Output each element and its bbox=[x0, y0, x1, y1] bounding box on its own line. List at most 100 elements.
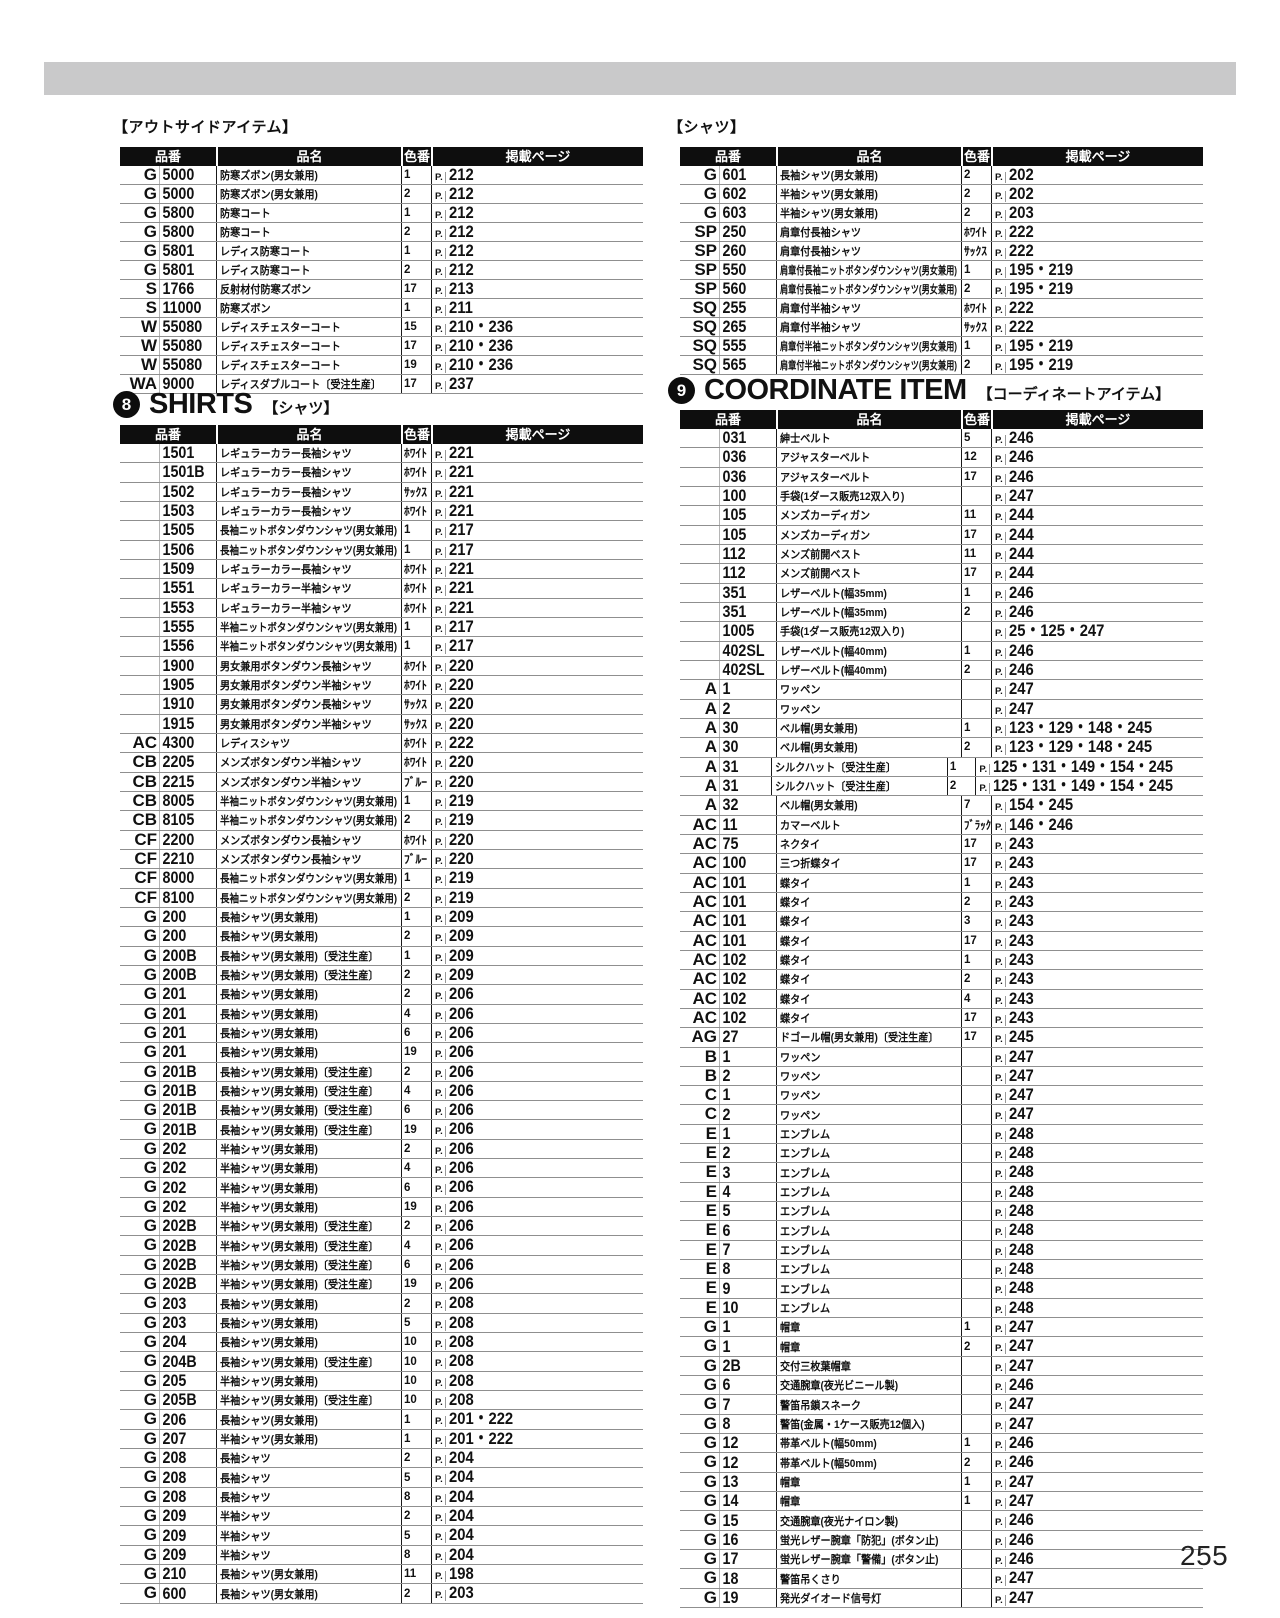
item-code: G 210 bbox=[120, 1564, 216, 1584]
item-code-prefix: G bbox=[680, 204, 720, 222]
item-code-number: 12 bbox=[722, 1433, 739, 1453]
page-values: 220 bbox=[448, 752, 474, 772]
page-values: 201・222 bbox=[448, 1409, 513, 1429]
page-ref: P. 246 bbox=[991, 467, 1203, 486]
page-ref: P. 217 bbox=[431, 637, 643, 656]
color-number: 2 bbox=[961, 738, 991, 757]
item-code: G 201 bbox=[120, 1043, 216, 1062]
item-code-prefix: G bbox=[120, 1410, 160, 1429]
page-values: 202 bbox=[1008, 165, 1034, 184]
page-values: 204 bbox=[448, 1448, 474, 1468]
page-prefix: P. bbox=[995, 1285, 1006, 1297]
item-code-number: 18 bbox=[722, 1568, 739, 1588]
item-code-prefix bbox=[120, 463, 160, 482]
page-prefix: P. bbox=[995, 976, 1006, 988]
page-ref: P. 206 bbox=[431, 1043, 643, 1062]
table-row: 1556 半袖ニットボタンダウンシャツ(男女兼用) 1 P. 217 bbox=[120, 637, 643, 657]
color-number: 1 bbox=[401, 1429, 431, 1449]
page-ref: P. 220 bbox=[431, 830, 643, 849]
table-row: SP 250 肩章付長袖シャツ ﾎﾜｲﾄ P. 222 bbox=[680, 223, 1203, 242]
page-ref: P. 219 bbox=[431, 868, 643, 888]
table-row: CF 8000 長袖ニットボタンダウンシャツ(男女兼用) 1 P. 219 bbox=[120, 868, 643, 889]
page-ref: P. 221 bbox=[431, 463, 643, 482]
page-ref: P. 219 bbox=[431, 888, 643, 907]
page-ref: P. 220 bbox=[431, 772, 643, 791]
item-code-prefix: G bbox=[680, 185, 720, 203]
item-code-number: 202 bbox=[162, 1177, 187, 1197]
item-name: 肩章付長袖シャツ bbox=[776, 223, 961, 241]
item-code-number: 200B bbox=[162, 965, 197, 985]
page-values: 247 bbox=[1008, 1491, 1034, 1511]
item-code-number: 200 bbox=[162, 926, 187, 946]
item-code: 1555 bbox=[120, 618, 216, 637]
table-row: G 200B 長袖シャツ(男女兼用)〔受注生産〕 1 P. 209 bbox=[120, 946, 643, 966]
item-code-number: 402SL bbox=[722, 660, 765, 680]
page-values: 219 bbox=[448, 868, 474, 888]
table-row: 351 レザーベルト(幅35mm) 2 P. 246 bbox=[680, 602, 1203, 623]
page-ref: P. 204 bbox=[431, 1526, 643, 1545]
page-ref: P. 248 bbox=[991, 1144, 1203, 1163]
column-header-color: 色番 bbox=[961, 410, 991, 429]
page-prefix: P. bbox=[435, 971, 446, 983]
table-row: G 201B 長袖シャツ(男女兼用)〔受注生産〕 2 P. 206 bbox=[120, 1062, 643, 1082]
item-code-number: 8000 bbox=[162, 868, 195, 888]
item-name: 長袖ニットボタンダウンシャツ(男女兼用) bbox=[216, 521, 401, 540]
item-code-prefix: G bbox=[120, 1294, 160, 1313]
item-code-prefix: CB bbox=[120, 753, 160, 772]
table-row: CF 8100 長袖ニットボタンダウンシャツ(男女兼用) 2 P. 219 bbox=[120, 888, 643, 908]
page-prefix: P. bbox=[435, 585, 446, 597]
item-code: CB 2205 bbox=[120, 753, 216, 772]
page-prefix: P. bbox=[995, 1420, 1006, 1432]
page-ref: P. 246 bbox=[991, 1434, 1203, 1453]
item-code-prefix bbox=[680, 602, 720, 622]
page-prefix: P. bbox=[995, 705, 1006, 717]
item-code-prefix: G bbox=[120, 1255, 160, 1275]
color-number: ﾎﾜｲﾄ bbox=[401, 501, 431, 521]
item-code: G 202B bbox=[120, 1274, 216, 1294]
page-values: 212 bbox=[448, 203, 474, 222]
item-code-number: 11000 bbox=[162, 298, 202, 317]
page-values: 206 bbox=[448, 1274, 474, 1294]
item-code-number: 7 bbox=[722, 1239, 731, 1259]
item-name: 長袖シャツ(男女兼用) bbox=[216, 1565, 401, 1584]
page-values: 247 bbox=[1008, 1065, 1034, 1085]
item-code: 1502 bbox=[120, 482, 216, 501]
item-name: 長袖シャツ(男女兼用) bbox=[216, 1004, 401, 1023]
table-row: G 15 交通腕章(夜光ナイロン製) P. 246 bbox=[680, 1511, 1203, 1531]
item-code-prefix: SP bbox=[680, 280, 720, 298]
page-values: 237 bbox=[448, 374, 474, 393]
page-prefix: P. bbox=[995, 550, 1006, 562]
page-ref: P. 245 bbox=[991, 1028, 1203, 1047]
page-ref: P. 222 bbox=[991, 242, 1203, 260]
page-values: 209 bbox=[448, 926, 474, 946]
column-header-color: 色番 bbox=[961, 147, 991, 166]
item-code-prefix: E bbox=[680, 1124, 720, 1144]
page-ref: P. 123・129・148・245 bbox=[991, 738, 1203, 757]
page-ref: P. 247 bbox=[991, 1588, 1203, 1608]
item-code: SQ 565 bbox=[680, 356, 776, 374]
page-ref: P. 243 bbox=[991, 989, 1203, 1008]
table-row: G 202 半袖シャツ(男女兼用) 6 P. 206 bbox=[120, 1177, 643, 1198]
item-code-prefix: G bbox=[680, 1491, 720, 1511]
item-code-prefix: G bbox=[120, 1139, 160, 1159]
page-ref: P. 243 bbox=[991, 912, 1203, 931]
page-prefix: P. bbox=[995, 1575, 1006, 1587]
item-code-number: 102 bbox=[722, 969, 747, 989]
table-row: SQ 565 肩章付半袖ニットボタンダウンシャツ(男女兼用) 2 P. 195・219 bbox=[680, 356, 1203, 375]
item-name: 肩章付半袖シャツ bbox=[776, 318, 961, 336]
color-number: 8 bbox=[401, 1487, 431, 1507]
item-code-prefix: A bbox=[680, 776, 720, 796]
page-prefix: P. bbox=[435, 267, 446, 278]
table-row: AC 100 三つ折蝶タイ 17 P. 243 bbox=[680, 854, 1203, 874]
item-name: 長袖シャツ(男女兼用)〔受注生産〕 bbox=[216, 1352, 401, 1371]
page-ref: P. 246 bbox=[991, 448, 1203, 467]
item-code: G 201B bbox=[120, 1062, 216, 1081]
item-name: 防寒ズボン(男女兼用) bbox=[216, 185, 401, 203]
item-code-prefix: E bbox=[680, 1201, 720, 1221]
color-number bbox=[961, 1182, 991, 1202]
page-ref: P. 210・236 bbox=[431, 356, 643, 374]
table-row: E 9 エンブレム P. 248 bbox=[680, 1279, 1203, 1299]
item-code-number: 55080 bbox=[162, 336, 203, 355]
page-values: 247 bbox=[1008, 1317, 1034, 1337]
page-values: 206 bbox=[448, 1196, 474, 1216]
